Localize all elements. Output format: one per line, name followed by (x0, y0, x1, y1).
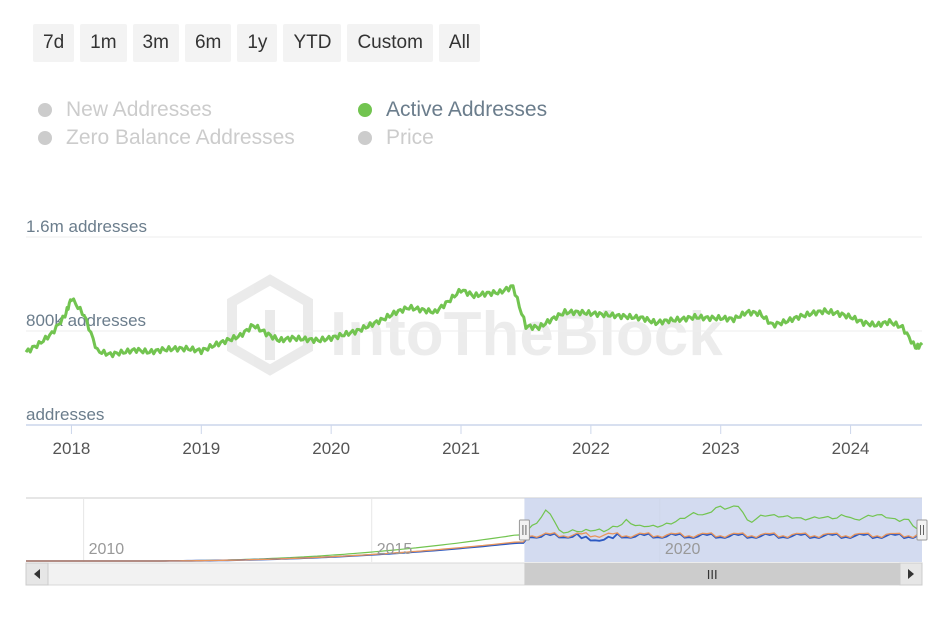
navigator-x-label: 2015 (377, 541, 413, 558)
series-line-active-addresses (24, 284, 924, 359)
legend-label: Price (386, 126, 434, 149)
navigator-handles[interactable] (518, 519, 928, 541)
legend-marker (38, 131, 52, 145)
scrollbar-grip: III (707, 567, 718, 582)
legend-marker (358, 103, 372, 117)
navigator-handle-right[interactable] (916, 519, 928, 541)
navigator-x-label: 2010 (89, 541, 125, 558)
x-tick-label: 2022 (572, 439, 610, 458)
y-tick-label: 1.6m addresses (26, 217, 147, 236)
legend-item-active-addresses[interactable]: Active Addresses (358, 98, 547, 122)
navigator-x-label: 2020 (665, 541, 701, 558)
range-button-custom[interactable]: Custom (347, 24, 433, 62)
legend-label: Zero Balance Addresses (66, 126, 295, 149)
series-layer (24, 284, 924, 359)
legend-marker (358, 131, 372, 145)
legend-label: New Addresses (66, 98, 212, 121)
grid-lines (26, 236, 922, 426)
x-axis-ticks: 2018 2019 2020 2021 2022 2023 2024 (53, 425, 870, 458)
range-selector: 7d 1m 3m 6m 1y YTD Custom All (33, 24, 481, 62)
range-button-1y[interactable]: 1y (237, 24, 278, 62)
legend-item-price[interactable]: Price (358, 126, 434, 150)
navigator[interactable]: 2010 2015 2020 III (0, 490, 948, 590)
x-tick-label: 2018 (53, 439, 91, 458)
watermark-logo (227, 274, 313, 376)
x-tick-label: 2020 (312, 439, 350, 458)
range-button-ytd[interactable]: YTD (283, 24, 342, 62)
navigator-x-labels: 2010 2015 2020 (89, 541, 701, 558)
range-button-3m[interactable]: 3m (132, 24, 179, 62)
scrollbar-thumb[interactable] (524, 563, 900, 585)
y-tick-label: addresses (26, 405, 104, 424)
navigator-series (26, 505, 923, 562)
range-button-7d[interactable]: 7d (33, 24, 75, 62)
x-tick-label: 2024 (832, 439, 870, 458)
x-tick-label: 2021 (442, 439, 480, 458)
legend-label: Active Addresses (386, 98, 548, 121)
range-button-1m[interactable]: 1m (80, 24, 127, 62)
scroll-left-icon (34, 569, 40, 579)
x-tick-label: 2023 (702, 439, 740, 458)
navigator-handle-left[interactable] (518, 519, 530, 541)
scroll-right-icon (908, 569, 914, 579)
watermark-text: IntoTheBlock (330, 300, 723, 369)
legend-item-zero-balance-addresses[interactable]: Zero Balance Addresses (38, 126, 295, 150)
x-tick-label: 2019 (182, 439, 220, 458)
legend-marker (38, 103, 52, 117)
range-button-6m[interactable]: 6m (184, 24, 232, 62)
navigator-line-zero-balance (26, 531, 923, 562)
range-button-all[interactable]: All (438, 24, 481, 62)
legend-item-new-addresses[interactable]: New Addresses (38, 98, 212, 122)
